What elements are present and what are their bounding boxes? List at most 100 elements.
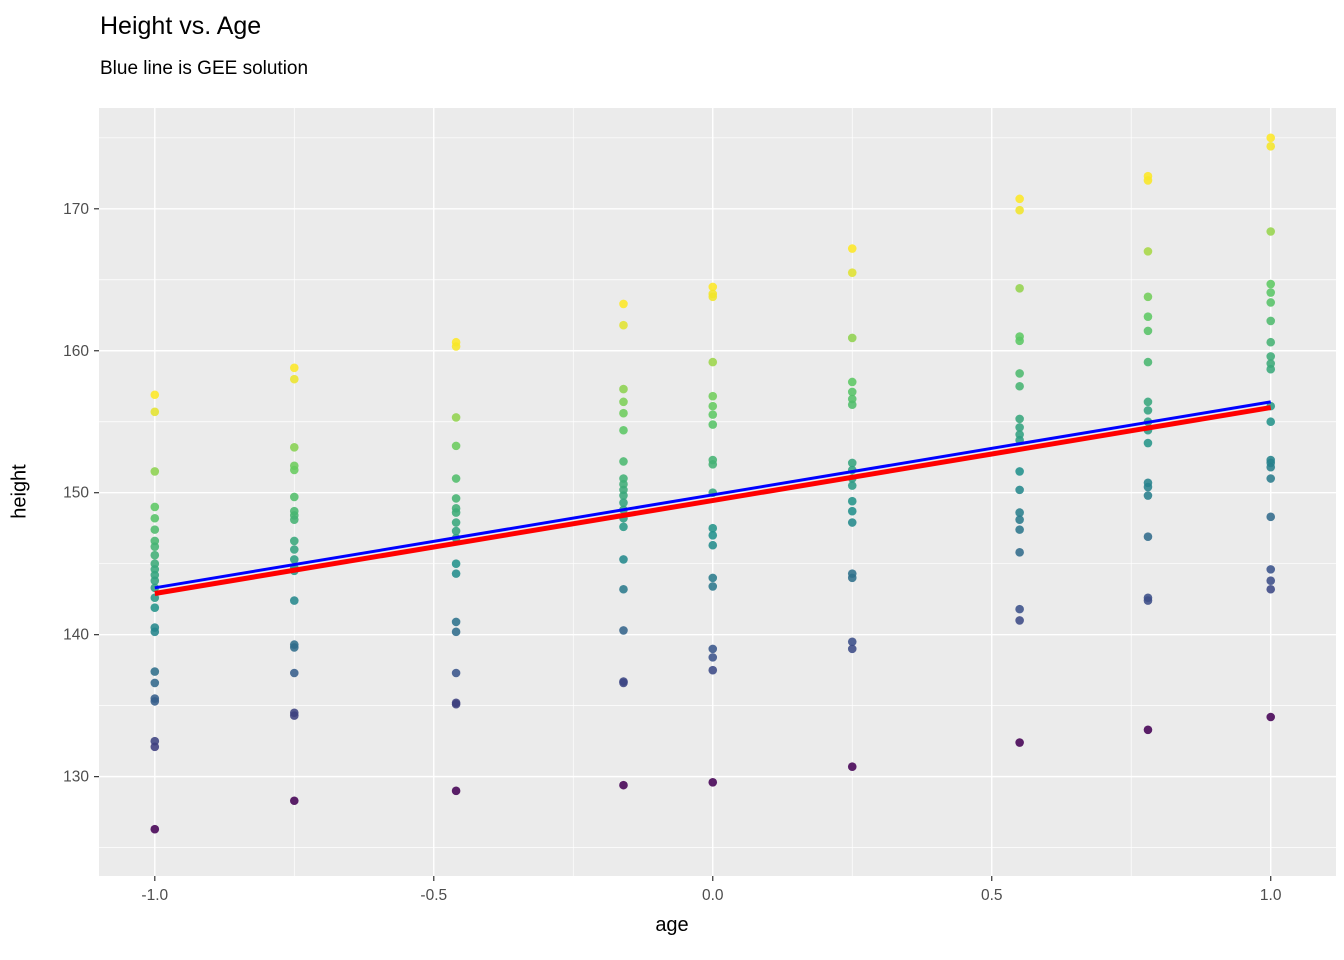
data-point <box>451 494 461 503</box>
data-point <box>708 523 718 533</box>
data-point <box>847 244 857 253</box>
data-point <box>1143 247 1153 256</box>
data-point <box>289 363 299 373</box>
y-tick-label: 170 <box>63 201 89 218</box>
x-axis-title: age <box>655 914 689 936</box>
data-point <box>1143 596 1153 605</box>
data-point <box>150 576 160 586</box>
data-point <box>150 667 160 676</box>
data-point <box>1143 357 1153 367</box>
data-point <box>1015 467 1024 476</box>
data-point <box>1266 316 1276 326</box>
data-point <box>150 742 160 752</box>
data-point <box>150 390 160 400</box>
data-point <box>708 460 718 469</box>
x-tick-label: -1.0 <box>141 887 168 904</box>
y-tick-label: 140 <box>63 627 89 644</box>
data-point <box>1143 532 1153 542</box>
chart-subtitle: Blue line is GEE solution <box>100 58 309 79</box>
data-point <box>1266 474 1276 483</box>
x-tick-label: 0.5 <box>981 887 1003 904</box>
data-point <box>708 282 718 292</box>
data-point <box>708 410 718 419</box>
data-point <box>619 498 628 507</box>
data-point <box>289 492 299 502</box>
data-point <box>1143 397 1153 407</box>
data-point <box>619 299 628 309</box>
data-point <box>289 374 299 384</box>
data-point <box>847 268 857 277</box>
data-point <box>1015 525 1024 534</box>
data-point <box>619 397 628 407</box>
data-point <box>289 596 299 605</box>
data-point <box>847 481 857 490</box>
data-point <box>451 441 461 451</box>
data-point <box>1143 725 1153 735</box>
data-point <box>1015 369 1024 378</box>
data-point <box>708 778 718 787</box>
data-point <box>708 644 718 654</box>
data-point <box>847 387 857 397</box>
data-point <box>1015 381 1024 391</box>
data-point <box>708 665 718 675</box>
data-point <box>1015 205 1024 215</box>
data-point <box>619 584 628 594</box>
data-point <box>1266 462 1276 472</box>
data-point <box>289 515 299 524</box>
data-point <box>150 603 160 612</box>
data-point <box>451 559 461 568</box>
data-point <box>451 526 461 536</box>
y-tick-label: 130 <box>63 769 89 786</box>
data-point <box>150 627 160 637</box>
y-axis-ticks: 130 140 150 160 170 <box>63 201 99 786</box>
data-point <box>1143 406 1153 415</box>
x-tick-label: 1.0 <box>1260 887 1282 904</box>
data-point <box>1266 584 1276 594</box>
data-point <box>847 377 857 387</box>
data-point <box>847 637 857 647</box>
data-point <box>1266 142 1276 151</box>
data-point <box>1015 508 1024 517</box>
data-point <box>708 391 718 401</box>
data-point <box>847 458 857 468</box>
data-point <box>1015 616 1024 625</box>
data-point <box>451 413 461 422</box>
blue-gee-line <box>154 400 1271 590</box>
data-point <box>708 292 718 302</box>
data-point <box>1266 288 1276 297</box>
data-point <box>847 400 857 409</box>
data-point <box>1266 227 1276 236</box>
data-point <box>451 518 461 527</box>
data-point <box>1015 485 1024 495</box>
data-point <box>619 678 628 688</box>
data-point <box>289 555 299 564</box>
data-point <box>1015 336 1024 346</box>
data-point <box>619 384 628 394</box>
data-point <box>1143 326 1153 336</box>
data-point <box>451 342 461 351</box>
data-point <box>1143 176 1153 185</box>
data-point <box>619 425 628 435</box>
data-point <box>289 442 299 452</box>
data-point <box>1015 548 1024 557</box>
data-point <box>1143 312 1153 321</box>
data-point <box>1266 576 1276 586</box>
data-point <box>708 653 718 662</box>
data-point <box>1266 712 1276 722</box>
data-point <box>619 626 628 635</box>
data-point <box>708 573 718 583</box>
data-point <box>708 540 718 550</box>
data-point <box>847 518 857 527</box>
data-point <box>1015 738 1024 747</box>
data-point <box>847 762 857 771</box>
data-point <box>1266 364 1276 374</box>
data-point <box>150 542 160 551</box>
data-point <box>1143 482 1153 492</box>
data-point <box>1266 565 1276 574</box>
data-point <box>451 668 461 678</box>
data-point <box>847 573 857 583</box>
data-point <box>451 617 461 627</box>
data-point <box>1015 194 1024 204</box>
